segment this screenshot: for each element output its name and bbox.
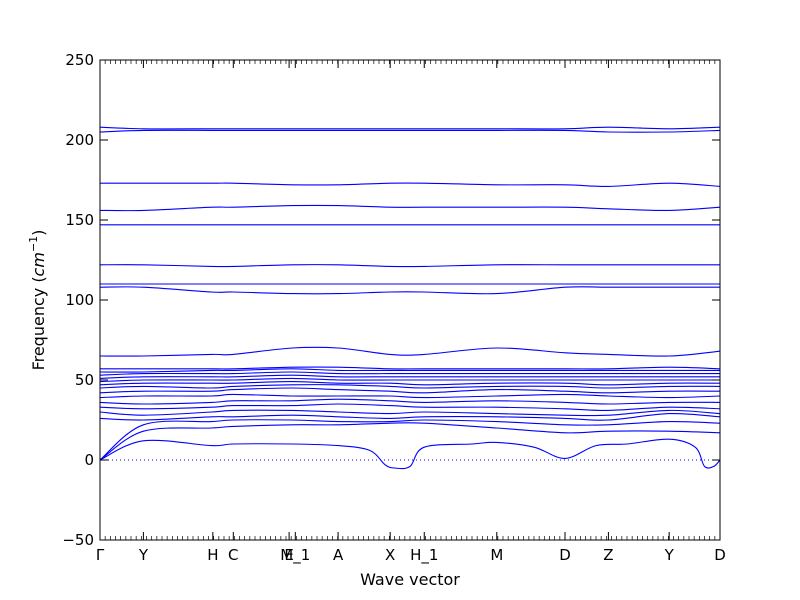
y-tick-label: 150 xyxy=(65,211,94,229)
band-line-14 xyxy=(100,368,720,373)
band-line-11 xyxy=(100,377,720,383)
y-axis-label: Frequency (cm−1) xyxy=(27,230,48,371)
y-axis-label-text: Frequency xyxy=(29,288,48,371)
y-tick-label: 100 xyxy=(65,291,94,309)
x-tick-label: H xyxy=(207,546,218,564)
band-line-13 xyxy=(100,371,720,376)
y-tick-label: 50 xyxy=(75,371,94,389)
band-line-0 xyxy=(100,438,720,470)
y-axis-unit: cm xyxy=(29,252,48,276)
x-tick-label: Y xyxy=(138,546,149,564)
x-axis-label: Wave vector xyxy=(360,570,460,589)
band-line-24 xyxy=(100,126,720,130)
x-tick-label: E xyxy=(284,546,293,564)
band-line-5 xyxy=(100,403,720,411)
band-line-1 xyxy=(100,422,720,461)
band-line-10 xyxy=(100,381,720,386)
y-tick-label: −50 xyxy=(62,531,94,549)
band-line-16 xyxy=(100,346,720,357)
y-axis-unit-exp: −1 xyxy=(27,236,40,252)
x-tick-label: M_1 xyxy=(280,546,310,565)
band-line-8 xyxy=(100,387,720,394)
band-line-2 xyxy=(100,419,720,461)
band-line-3 xyxy=(100,413,720,421)
band-line-15 xyxy=(100,366,720,370)
band-line-21 xyxy=(100,204,720,212)
x-tick-label: D xyxy=(714,546,726,564)
x-tick-label: Z xyxy=(603,546,613,564)
band-line-7 xyxy=(100,393,720,399)
y-tick-label: 200 xyxy=(65,131,94,149)
x-tick-label: X xyxy=(385,546,395,564)
band-line-19 xyxy=(100,264,720,268)
x-tick-label: C xyxy=(228,546,238,564)
x-tick-label: H_1 xyxy=(410,546,438,565)
x-tick-label: D xyxy=(559,546,571,564)
band-line-22 xyxy=(100,182,720,187)
plot-frame xyxy=(99,59,721,541)
y-tick-label: 0 xyxy=(84,451,94,469)
band-line-12 xyxy=(100,374,720,379)
band-line-6 xyxy=(100,398,720,405)
band-line-17 xyxy=(100,286,720,295)
band-lines xyxy=(100,126,720,470)
y-tick-label: 250 xyxy=(65,51,94,69)
band-line-4 xyxy=(100,409,720,417)
band-line-9 xyxy=(100,384,720,389)
x-tick-label: Γ xyxy=(96,546,105,564)
x-tick-label: Y xyxy=(664,546,675,564)
band-line-23 xyxy=(100,129,720,133)
tick-labels: −50 0 50 100 150 200 250 Γ Y H C EM_1 A X H_1 M D Z Y D xyxy=(62,51,725,565)
x-tick-label: A xyxy=(333,546,344,564)
x-tick-label: M xyxy=(490,546,503,564)
